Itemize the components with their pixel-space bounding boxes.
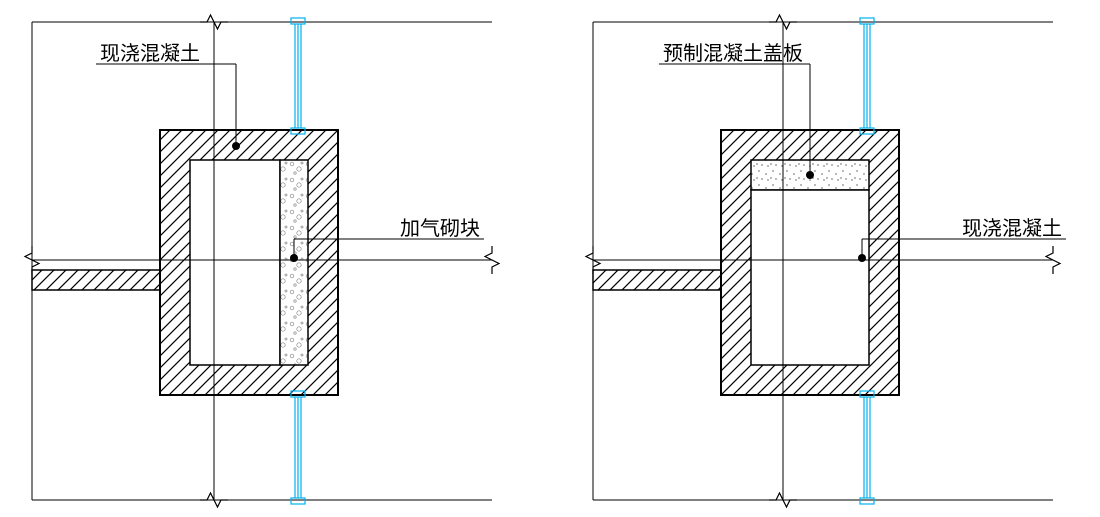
window-profile <box>291 18 305 134</box>
label-cast-in-place-left-text: 现浇混凝土 <box>100 42 200 65</box>
label-cast-in-place-right-text: 现浇混凝土 <box>962 217 1062 240</box>
window-profile <box>860 391 874 504</box>
label-precast-cover-text: 预制混凝土盖板 <box>663 42 803 65</box>
window-profile <box>291 391 305 504</box>
window-profile <box>860 18 874 134</box>
label-aerated-block-text: 加气砌块 <box>400 217 480 240</box>
